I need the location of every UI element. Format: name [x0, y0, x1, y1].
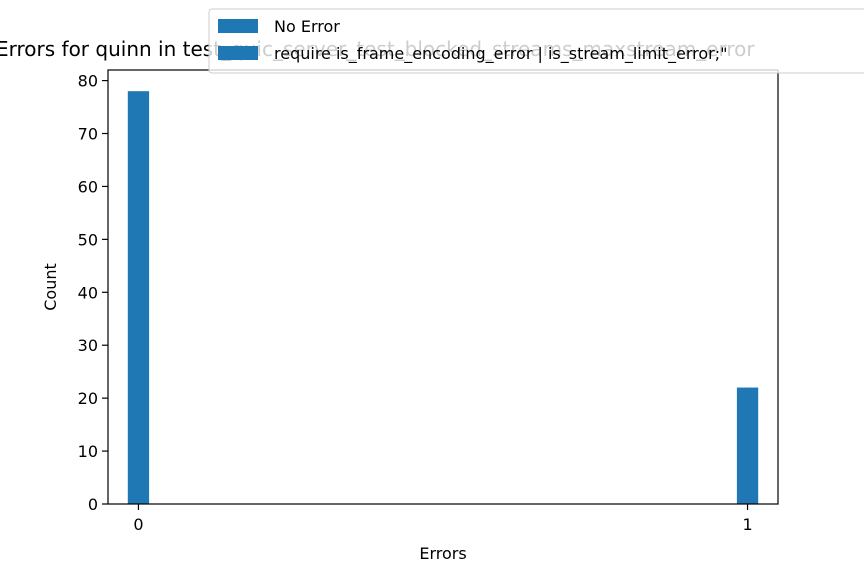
- legend-label-no-error: No Error: [274, 17, 340, 36]
- y-tick-label: 0: [88, 495, 98, 514]
- axis-layer: 0 10 20 30 40 50 60 70 80 0 1: [78, 72, 753, 534]
- y-axis-label: Count: [41, 263, 60, 311]
- y-tick-label: 40: [78, 283, 98, 302]
- y-tick-label: 70: [78, 125, 98, 144]
- plot-layer: [127, 91, 759, 505]
- x-axis-label: Errors: [419, 544, 466, 563]
- y-tick-label: 30: [78, 336, 98, 355]
- bar-series-0-x-0: [127, 91, 150, 505]
- y-tick-label: 50: [78, 230, 98, 249]
- y-tick-label: 20: [78, 389, 98, 408]
- legend-swatch-no-error: [218, 19, 258, 33]
- bar-series-1-x-1: [736, 387, 759, 504]
- legend-frame: [208, 8, 864, 74]
- legend-label-frame-encoding-error: require is_frame_encoding_error | is_str…: [274, 44, 728, 64]
- y-tick-label: 10: [78, 442, 98, 461]
- y-tick-label: 60: [78, 177, 98, 196]
- x-tick-label: 1: [742, 515, 752, 534]
- legend-swatch-frame-encoding-error: [218, 46, 258, 60]
- y-tick-label: 80: [78, 72, 98, 91]
- x-tick-label: 0: [133, 515, 143, 534]
- legend: No Error require is_frame_encoding_error…: [208, 8, 864, 74]
- plot-frame: [107, 69, 779, 505]
